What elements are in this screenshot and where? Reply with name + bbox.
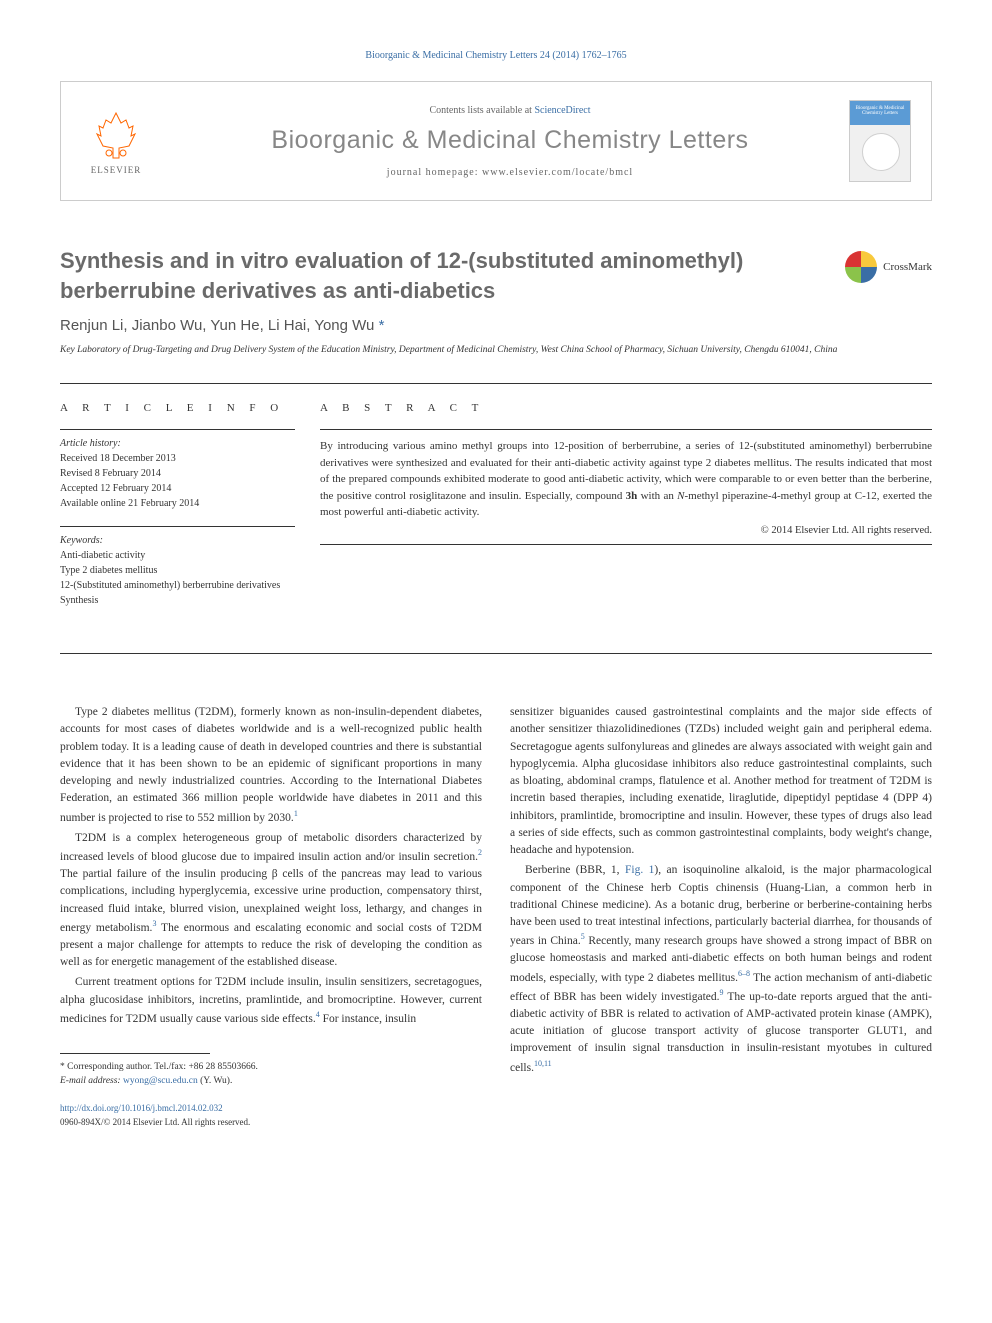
cover-graphic-icon <box>862 133 900 171</box>
header-center: Contents lists available at ScienceDirec… <box>171 105 849 178</box>
body-text: Berberine (BBR, 1, <box>525 864 625 876</box>
email-label: E-mail address: <box>60 1076 121 1086</box>
accepted-date: Accepted 12 February 2014 <box>60 481 295 496</box>
article-info-heading: A R T I C L E I N F O <box>60 402 295 414</box>
journal-homepage: journal homepage: www.elsevier.com/locat… <box>171 167 849 178</box>
contents-prefix: Contents lists available at <box>429 105 534 116</box>
abstract-text: By introducing various amino methyl grou… <box>320 438 932 521</box>
keyword: 12-(Substituted aminomethyl) berberrubin… <box>60 578 295 593</box>
affiliation: Key Laboratory of Drug-Targeting and Dru… <box>60 344 932 358</box>
journal-header-box: ELSEVIER Contents lists available at Sci… <box>60 81 932 201</box>
info-divider <box>60 429 295 430</box>
body-text: For instance, insulin <box>320 1013 416 1025</box>
article-info-column: A R T I C L E I N F O Article history: R… <box>60 402 320 623</box>
section-divider <box>60 383 932 384</box>
journal-cover-thumbnail: Bioorganic & Medicinal Chemistry Letters <box>849 100 911 182</box>
revised-date: Revised 8 February 2014 <box>60 466 295 481</box>
reference-link[interactable]: 2 <box>478 848 482 857</box>
elsevier-logo: ELSEVIER <box>81 101 151 181</box>
contents-available-line: Contents lists available at ScienceDirec… <box>171 105 849 116</box>
body-text: Type 2 diabetes mellitus (T2DM), formerl… <box>60 706 482 823</box>
body-text: T2DM is a complex heterogeneous group of… <box>60 832 482 863</box>
body-paragraph: Current treatment options for T2DM inclu… <box>60 974 482 1028</box>
received-date: Received 18 December 2013 <box>60 451 295 466</box>
reference-link[interactable]: 10,11 <box>534 1059 552 1068</box>
authors-line: Renjun Li, Jianbo Wu, Yun He, Li Hai, Yo… <box>60 317 932 334</box>
sciencedirect-link[interactable]: ScienceDirect <box>534 105 590 116</box>
info-divider <box>60 526 295 527</box>
body-paragraph: sensitizer biguanides caused gastrointes… <box>510 704 932 859</box>
reference-link[interactable]: 6–8 <box>738 969 750 978</box>
history-block: Article history: Received 18 December 20… <box>60 438 295 511</box>
abstract-copyright: © 2014 Elsevier Ltd. All rights reserved… <box>320 525 932 536</box>
crossmark-icon <box>845 251 877 283</box>
article-header-row: Synthesis and in vitro evaluation of 12-… <box>60 246 932 305</box>
running-header: Bioorganic & Medicinal Chemistry Letters… <box>60 50 932 61</box>
email-line: E-mail address: wyong@scu.edu.cn (Y. Wu)… <box>60 1074 482 1088</box>
email-name: (Y. Wu). <box>198 1076 233 1086</box>
abstract-segment: with an <box>637 490 677 502</box>
body-paragraph: T2DM is a complex heterogeneous group of… <box>60 830 482 972</box>
crossmark-badge[interactable]: CrossMark <box>845 251 932 283</box>
abstract-heading: A B S T R A C T <box>320 402 932 414</box>
abstract-divider <box>320 429 932 430</box>
doi-link[interactable]: http://dx.doi.org/10.1016/j.bmcl.2014.02… <box>60 1102 482 1116</box>
elsevier-tree-icon <box>91 108 141 163</box>
corr-author-line: * Corresponding author. Tel./fax: +86 28… <box>60 1060 482 1074</box>
footnote-divider <box>60 1053 210 1054</box>
page-container: Bioorganic & Medicinal Chemistry Letters… <box>0 0 992 1179</box>
section-divider <box>60 653 932 654</box>
keyword: Synthesis <box>60 593 295 608</box>
keyword: Anti-diabetic activity <box>60 548 295 563</box>
available-date: Available online 21 February 2014 <box>60 496 295 511</box>
article-title: Synthesis and in vitro evaluation of 12-… <box>60 246 825 305</box>
cover-title: Bioorganic & Medicinal Chemistry Letters <box>850 101 910 116</box>
corresponding-author-footer: * Corresponding author. Tel./fax: +86 28… <box>60 1060 482 1089</box>
body-text: The up-to-date reports argued that the a… <box>510 991 932 1074</box>
abstract-column: A B S T R A C T By introducing various a… <box>320 402 932 623</box>
abstract-divider <box>320 544 932 545</box>
body-column-right: sensitizer biguanides caused gastrointes… <box>510 704 932 1129</box>
body-paragraph: Berberine (BBR, 1, Fig. 1), an isoquinol… <box>510 862 932 1076</box>
compound-label: 3h <box>626 490 638 502</box>
reference-link[interactable]: 1 <box>294 809 298 818</box>
email-link[interactable]: wyong@scu.edu.cn <box>123 1076 198 1086</box>
author-names: Renjun Li, Jianbo Wu, Yun He, Li Hai, Yo… <box>60 317 374 334</box>
crossmark-label: CrossMark <box>883 261 932 273</box>
elsevier-label: ELSEVIER <box>91 165 142 175</box>
footer-copyright: 0960-894X/© 2014 Elsevier Ltd. All right… <box>60 1116 482 1130</box>
body-text: Current treatment options for T2DM inclu… <box>60 976 482 1024</box>
keywords-label: Keywords: <box>60 535 295 546</box>
history-label: Article history: <box>60 438 295 449</box>
body-columns: Type 2 diabetes mellitus (T2DM), formerl… <box>60 704 932 1129</box>
italic-group: N <box>677 490 684 502</box>
body-paragraph: Type 2 diabetes mellitus (T2DM), formerl… <box>60 704 482 827</box>
keyword: Type 2 diabetes mellitus <box>60 563 295 578</box>
corresponding-mark: * <box>379 317 385 334</box>
body-text: sensitizer biguanides caused gastrointes… <box>510 706 932 856</box>
keywords-block: Keywords: Anti-diabetic activity Type 2 … <box>60 535 295 608</box>
journal-title: Bioorganic & Medicinal Chemistry Letters <box>171 126 849 155</box>
body-column-left: Type 2 diabetes mellitus (T2DM), formerl… <box>60 704 482 1129</box>
figure-link[interactable]: Fig. 1 <box>625 864 654 876</box>
info-abstract-row: A R T I C L E I N F O Article history: R… <box>60 402 932 623</box>
